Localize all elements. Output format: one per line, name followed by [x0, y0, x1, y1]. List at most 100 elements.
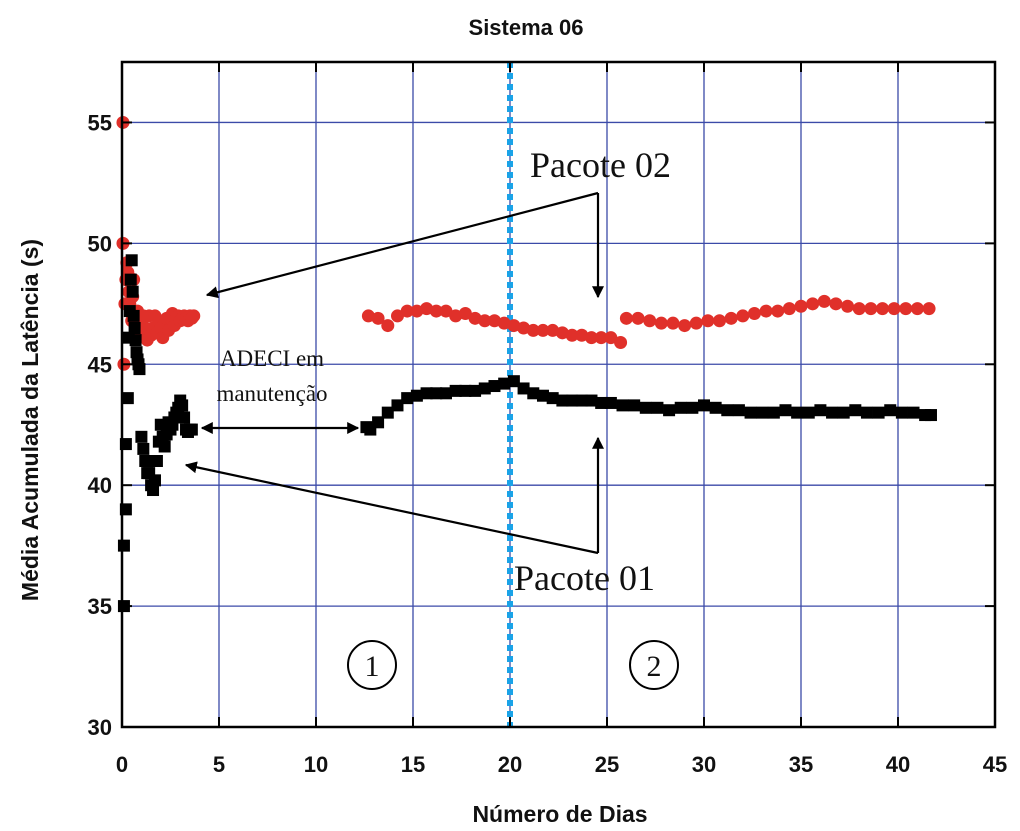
- point-pacote-02: [619, 311, 633, 325]
- point-pacote-01: [814, 404, 827, 417]
- point-pacote-01: [802, 406, 815, 419]
- point-pacote-01: [125, 254, 138, 267]
- point-pacote-01: [686, 401, 699, 414]
- point-pacote-02: [410, 304, 424, 318]
- y-tick-label: 35: [88, 594, 112, 619]
- point-pacote-01: [517, 382, 530, 395]
- point-pacote-02: [922, 302, 936, 316]
- point-pacote-02: [643, 314, 657, 328]
- point-pacote-02: [439, 304, 453, 318]
- point-pacote-02: [759, 304, 773, 318]
- point-pacote-02: [689, 316, 703, 330]
- point-pacote-01: [150, 455, 163, 467]
- point-pacote-02: [841, 299, 855, 313]
- point-pacote-02: [546, 323, 560, 337]
- point-pacote-01: [185, 423, 198, 436]
- region-1-label: 1: [365, 650, 380, 683]
- point-pacote-01: [709, 401, 722, 414]
- point-pacote-02: [794, 299, 808, 313]
- point-pacote-02: [187, 309, 201, 323]
- y-tick-label: 45: [88, 352, 112, 377]
- point-pacote-02: [526, 323, 540, 337]
- x-tick-label: 10: [304, 752, 328, 777]
- point-pacote-01: [698, 399, 710, 412]
- point-pacote-01: [744, 406, 757, 419]
- point-pacote-01: [488, 380, 501, 393]
- point-pacote-02: [782, 302, 796, 316]
- point-pacote-01: [139, 455, 152, 467]
- point-pacote-01: [527, 387, 540, 400]
- point-pacote-02: [429, 304, 443, 318]
- point-pacote-02: [381, 319, 395, 333]
- x-tick-label: 5: [213, 752, 225, 777]
- point-pacote-02: [584, 331, 598, 345]
- x-tick-label: 30: [692, 752, 716, 777]
- point-pacote-02: [817, 294, 831, 308]
- point-pacote-01: [907, 406, 920, 419]
- point-pacote-02: [736, 309, 750, 323]
- point-pacote-02: [701, 314, 715, 328]
- point-pacote-02: [400, 304, 414, 318]
- label-pacote-01: Pacote 01: [514, 558, 655, 598]
- y-axis-ticks: 30 35 40 45 50 55: [88, 110, 995, 740]
- point-pacote-02: [747, 306, 761, 320]
- point-pacote-02: [910, 302, 924, 316]
- x-tick-label: 25: [595, 752, 619, 777]
- point-pacote-01: [536, 389, 549, 402]
- point-pacote-01: [895, 406, 908, 419]
- arrow-pacote01-left: [184, 461, 599, 555]
- y-tick-label: 50: [88, 231, 112, 256]
- x-tick-label: 15: [401, 752, 425, 777]
- point-pacote-01: [651, 401, 664, 414]
- point-pacote-01: [585, 394, 598, 407]
- x-axis-label: Número de Dias: [472, 801, 647, 827]
- point-pacote-01: [721, 404, 734, 417]
- point-pacote-02: [517, 321, 531, 335]
- x-tick-label: 45: [983, 752, 1007, 777]
- point-pacote-02: [631, 311, 645, 325]
- point-pacote-01: [779, 404, 792, 417]
- point-pacote-02: [555, 326, 569, 340]
- point-pacote-01: [158, 440, 171, 453]
- x-tick-label: 20: [498, 752, 522, 777]
- point-pacote-01: [732, 404, 745, 417]
- point-pacote-02: [575, 328, 589, 342]
- point-pacote-01: [604, 396, 617, 409]
- point-pacote-02: [371, 311, 385, 325]
- point-pacote-02: [829, 297, 843, 311]
- point-pacote-01: [663, 404, 676, 417]
- label-pacote-02: Pacote 02: [530, 145, 671, 185]
- arrow-pacote02-left: [205, 191, 599, 299]
- point-pacote-02: [361, 309, 375, 323]
- point-pacote-02: [594, 331, 608, 345]
- x-tick-label: 40: [886, 752, 910, 777]
- point-pacote-01: [459, 384, 472, 397]
- x-tick-label: 0: [116, 752, 128, 777]
- point-pacote-01: [767, 406, 780, 419]
- point-pacote-02: [487, 314, 501, 328]
- point-pacote-01: [148, 474, 161, 487]
- region-2-circle: [629, 640, 679, 690]
- point-pacote-02: [565, 328, 579, 342]
- chart-title: Sistema 06: [469, 15, 584, 40]
- y-axis-label: Média Acumulada da Latência (s): [17, 239, 43, 601]
- point-pacote-01: [595, 396, 608, 409]
- point-pacote-02: [536, 323, 550, 337]
- point-pacote-01: [924, 409, 937, 422]
- point-pacote-02: [420, 302, 434, 316]
- point-pacote-01: [498, 377, 511, 390]
- point-pacote-01: [546, 392, 559, 405]
- point-pacote-02: [899, 302, 913, 316]
- point-pacote-01: [628, 399, 641, 412]
- point-pacote-02: [875, 302, 889, 316]
- point-pacote-02: [887, 302, 901, 316]
- annotation-arrows: [184, 191, 604, 555]
- point-pacote-02: [724, 311, 738, 325]
- point-pacote-02: [468, 311, 482, 325]
- point-pacote-01: [117, 539, 130, 552]
- point-pacote-01: [372, 416, 385, 429]
- point-pacote-01: [756, 406, 769, 419]
- point-pacote-01: [884, 404, 897, 417]
- point-pacote-01: [469, 384, 482, 397]
